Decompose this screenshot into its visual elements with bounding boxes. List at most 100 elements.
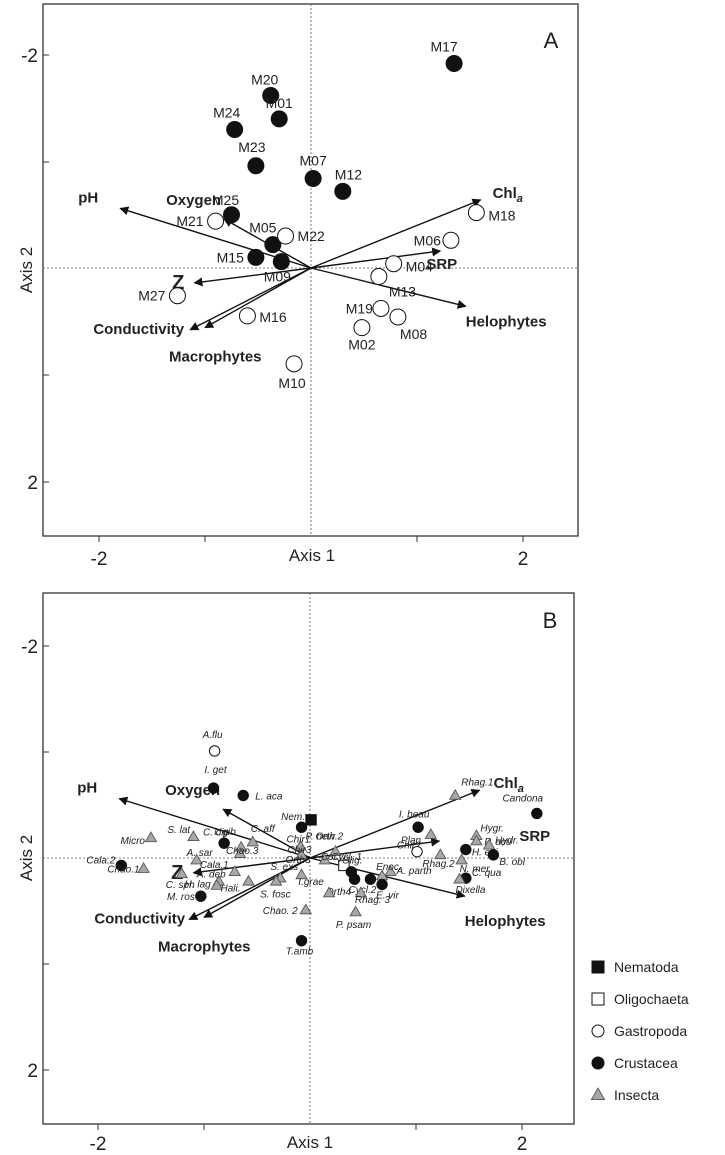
site-label-m13: M13 — [389, 284, 416, 300]
taxon-point-i-get — [207, 782, 220, 794]
taxon-label-chao-3: Chao.3 — [226, 846, 259, 857]
site-label-m12: M12 — [335, 166, 362, 182]
panel-a-vector-chla — [310, 198, 482, 269]
site-point-m13 — [370, 268, 388, 286]
taxon-point-dixella — [453, 872, 466, 884]
taxon-label-chir3: Chir3 — [288, 845, 312, 856]
taxon-point-l-aca — [237, 789, 249, 802]
panel-a-letter: A — [544, 28, 559, 53]
legend-marker-nematoda — [591, 960, 605, 974]
panel-b-letter: B — [543, 608, 558, 633]
site-label-m01: M01 — [266, 95, 293, 111]
panel-a-vector-label-chla: Chla — [493, 185, 523, 205]
panel-a-plot-area: pH OxygenZConductivityMacrophytesChlaSRPH… — [78, 39, 546, 391]
taxon-point-b-obl — [487, 849, 500, 861]
taxon-label-m-ros: M. ros — [167, 892, 195, 903]
taxon-label-a-sar: A. sar — [186, 848, 214, 859]
taxon-label-l-aca: L. aca — [255, 791, 283, 802]
taxon-label-cala-1: Cala.1 — [200, 860, 229, 871]
site-point-m04 — [385, 255, 403, 273]
panel-a-xtick-label-right: 2 — [518, 549, 529, 570]
panel-b-vector-label-z: Z — [171, 862, 183, 884]
taxon-label-hali: Hali. — [221, 883, 241, 894]
taxon-point-hali — [242, 874, 255, 886]
site-point-m12 — [334, 182, 352, 200]
taxon-point-h-exi — [460, 843, 472, 856]
legend-marker-oligochaeta — [591, 992, 605, 1006]
taxon-label-h-exi: H. exi — [472, 848, 498, 859]
taxon-label-plan: Plan. — [401, 836, 424, 847]
taxon-label-chir1: Chir1 — [286, 834, 310, 845]
site-label-m10: M10 — [278, 375, 305, 391]
site-label-m27: M27 — [138, 288, 165, 304]
panel-b-vector-label-macrophytes: Macrophytes — [158, 938, 251, 955]
panel-b-ytick-label-top: -2 — [21, 637, 38, 658]
site-label-m21: M21 — [176, 213, 203, 229]
panel-a-ylabel: Axis 2 — [17, 247, 36, 293]
taxon-point-orth3 — [295, 868, 308, 880]
site-point-m02 — [353, 319, 371, 337]
panel-a-vector-label-helophytes: Helophytes — [466, 313, 547, 330]
legend-marker-crustacea — [591, 1056, 605, 1070]
panel-b-vector-label-chla: Chla — [494, 775, 524, 795]
taxon-label-c-qua: C. qua — [472, 868, 502, 879]
taxon-point-a-flu — [208, 745, 221, 757]
taxon-label-orth-2: Orth.2 — [315, 832, 343, 843]
site-point-m01 — [270, 110, 288, 128]
panel-b-plot-area: pH OxygenZConductivityMacrophytesChlaSRPH… — [77, 730, 550, 958]
panel-b-vector-conductivity — [188, 857, 311, 921]
taxon-label-hydr: Hydr. — [495, 835, 519, 846]
site-point-m06 — [442, 231, 460, 249]
panel-b-xtick-label-left: -2 — [90, 1134, 107, 1155]
panel-b-frame — [42, 592, 575, 1125]
taxon-point-rhag-3 — [354, 886, 368, 898]
taxon-point-p-acu — [470, 834, 483, 846]
panel-a-vector-label-conductivity: Conductivity — [93, 321, 184, 338]
site-label-m18: M18 — [488, 208, 515, 224]
legend-label-nematoda: Nematoda — [614, 959, 679, 975]
panel-b-vector-z — [192, 857, 311, 877]
panel-a-vector-label-ph: pH — [78, 189, 98, 206]
taxon-label-a-deb: A. deb — [196, 869, 226, 880]
taxon-point-i-grae — [322, 886, 336, 898]
site-point-m27 — [168, 287, 186, 305]
taxon-label-chao-2: Chao. 2 — [263, 906, 298, 917]
legend-marker-insecta — [590, 1087, 606, 1101]
taxon-label-i-get: I. get — [204, 765, 227, 776]
taxon-point-n-mer — [455, 853, 468, 865]
taxon-point-h-lag — [210, 878, 224, 890]
taxon-label-i-gib: I. gib — [214, 827, 236, 838]
panel-a-ytick-label-top: -2 — [21, 46, 38, 67]
site-label-m25: M25 — [212, 192, 239, 208]
taxon-point-m-ros — [195, 890, 207, 902]
site-label-m22: M22 — [298, 228, 325, 244]
site-label-m23: M23 — [238, 139, 265, 155]
panel-b-vector-label-oxygen: Oxygen — [165, 782, 220, 799]
site-point-m19 — [372, 299, 390, 317]
legend-marker-gastropoda — [591, 1024, 605, 1038]
site-label-m17: M17 — [430, 39, 457, 55]
taxon-label-p-acu: P. acu — [484, 837, 511, 848]
panel-a-vector-srp — [310, 247, 442, 269]
taxon-label-i-grae: I.grae — [298, 877, 324, 888]
site-point-m07 — [304, 170, 322, 188]
taxon-point-cala-1 — [228, 865, 242, 877]
panel-a-ytick-label-bottom: 2 — [27, 473, 38, 494]
taxon-label-t-amb: T.amb — [286, 947, 314, 958]
panel-a-frame — [42, 3, 579, 537]
taxon-point-micro — [144, 831, 158, 843]
panel-a-xlabel: Axis 1 — [289, 546, 335, 565]
panel-b: -2 2 -2 2 Axis 1 Axis 2 B pH Oxygen Z Condu… — [17, 592, 575, 1155]
taxon-label-h-lag: H. lag — [185, 880, 212, 891]
panel-b-vector-chla — [309, 788, 481, 859]
panel-a-vector-label-macrophytes: Macrophytes — [169, 349, 262, 366]
taxon-point-t-amb — [295, 934, 308, 947]
taxon-label-c-sph: C. sph — [166, 880, 195, 891]
taxon-label-rhag-2: Rhag.2 — [422, 859, 455, 870]
site-point-m15 — [247, 248, 265, 266]
taxon-label-orth3: Orth3 — [286, 855, 311, 866]
site-point-m25 — [223, 206, 240, 224]
taxon-point-orth-2 — [329, 845, 342, 856]
panel-a-vector-helophytes — [310, 267, 467, 309]
